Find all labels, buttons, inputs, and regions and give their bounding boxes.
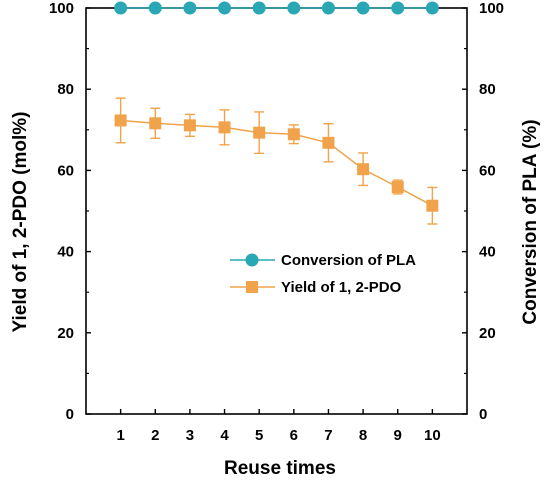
data-point xyxy=(149,117,162,130)
y-tick-label-left: 40 xyxy=(57,244,74,261)
y-tick-label-right: 20 xyxy=(479,325,496,342)
series-yield xyxy=(114,97,439,225)
y-axis-title-right: Conversion of PLA (%) xyxy=(520,119,541,324)
y-tick-label-right: 80 xyxy=(479,81,496,98)
plot-frame xyxy=(85,7,468,415)
data-point xyxy=(183,119,196,132)
data-point xyxy=(218,1,232,15)
data-point xyxy=(391,181,404,194)
data-point xyxy=(148,1,162,15)
data-point xyxy=(218,121,231,134)
data-point xyxy=(114,114,127,127)
y-axis-title-left: Yield of 1, 2-PDO (mol%) xyxy=(10,112,31,333)
series-conversion xyxy=(114,1,439,15)
data-point xyxy=(183,1,197,15)
x-tick-label: 2 xyxy=(151,427,159,444)
series-line xyxy=(120,119,433,207)
x-tick-label: 5 xyxy=(255,427,263,444)
x-tick-label: 8 xyxy=(359,427,367,444)
legend-label-conversion: Conversion of PLA xyxy=(281,252,416,269)
x-tick-label: 4 xyxy=(220,427,229,444)
x-tick-label: 9 xyxy=(394,427,402,444)
data-point xyxy=(391,1,405,15)
data-point xyxy=(426,199,439,212)
data-point xyxy=(114,1,128,15)
x-tick-label: 1 xyxy=(116,427,124,444)
legend: Conversion of PLA Yield of 1, 2-PDO xyxy=(230,252,416,296)
plot-border xyxy=(85,7,468,415)
data-point xyxy=(322,136,335,149)
data-point xyxy=(252,1,266,15)
data-point xyxy=(425,1,439,15)
y-tick-label-left: 100 xyxy=(49,0,74,17)
data-point xyxy=(287,1,301,15)
data-point xyxy=(356,1,370,15)
y-tick-label-right: 0 xyxy=(479,406,487,423)
data-point xyxy=(287,128,300,141)
series-layer xyxy=(114,1,439,225)
x-tick-label: 6 xyxy=(290,427,298,444)
legend-label-yield: Yield of 1, 2-PDO xyxy=(281,279,402,296)
data-point xyxy=(321,1,335,15)
y-tick-label-left: 0 xyxy=(66,406,74,423)
x-tick-label: 10 xyxy=(424,427,441,444)
axis-ticks xyxy=(86,7,467,415)
x-axis-title: Reuse times xyxy=(224,458,336,479)
y-tick-label-right: 60 xyxy=(479,162,496,179)
legend-marker-yield xyxy=(246,281,258,293)
y-tick-label-left: 20 xyxy=(57,325,74,342)
legend-marker-conversion xyxy=(245,253,259,267)
y-tick-label-right: 40 xyxy=(479,244,496,261)
x-tick-label: 3 xyxy=(186,427,194,444)
data-point xyxy=(357,163,370,176)
y-tick-label-left: 60 xyxy=(57,162,74,179)
y-tick-label-right: 100 xyxy=(479,0,504,17)
data-point xyxy=(253,126,266,139)
y-tick-label-left: 80 xyxy=(57,81,74,98)
x-tick-label: 7 xyxy=(324,427,332,444)
